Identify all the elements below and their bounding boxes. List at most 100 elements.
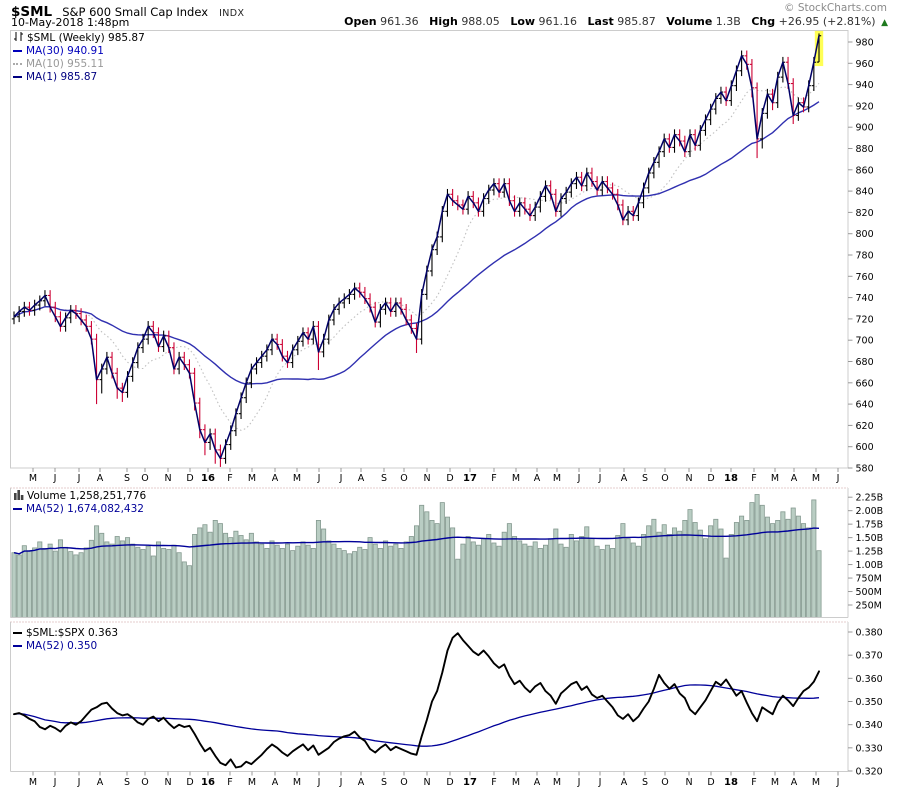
- svg-text:D: D: [707, 777, 714, 788]
- price-legend-ma30-row: MA(30) 940.91: [13, 45, 145, 58]
- svg-text:F: F: [491, 777, 496, 788]
- svg-text:16: 16: [201, 777, 215, 788]
- svg-text:640: 640: [856, 400, 874, 411]
- price-legend-ma1-row: MA(1) 985.87: [13, 71, 145, 84]
- svg-text:18: 18: [724, 473, 738, 484]
- volume-legend-text: Volume 1,258,251,776: [27, 490, 147, 502]
- svg-text:S: S: [381, 473, 387, 484]
- volume-legend-ma: MA(52) 1,674,082,432: [26, 503, 144, 515]
- svg-text:0.370: 0.370: [856, 651, 883, 662]
- volume-ma-row: MA(52) 1,674,082,432: [13, 503, 146, 516]
- svg-text:S: S: [381, 777, 387, 788]
- svg-text:O: O: [661, 473, 668, 484]
- svg-text:960: 960: [856, 59, 874, 70]
- ratio-ma-line-swatch-icon: [13, 645, 22, 647]
- ratio-chart: 0.380 0.370 0.360 0.350 0.340 0.330 0.320 M J J A S…: [10, 621, 883, 788]
- volume-chart: 2.25B 2.00B 1.75B 1.50B 1.25B 1.00B 750M 500M 25…: [10, 487, 884, 618]
- svg-text:840: 840: [856, 187, 874, 198]
- svg-text:F: F: [227, 777, 232, 788]
- svg-text:F: F: [227, 473, 232, 484]
- svg-text:N: N: [164, 777, 171, 788]
- volume-bars-icon: [14, 490, 24, 500]
- svg-text:740: 740: [856, 293, 874, 304]
- symbol-ticker: $SML: [11, 4, 53, 20]
- ratio-line-swatch-icon: [13, 632, 22, 634]
- svg-text:J: J: [577, 777, 581, 788]
- svg-text:S: S: [124, 473, 130, 484]
- change-value: +26.95 (+2.81%): [778, 15, 876, 28]
- svg-text:600: 600: [856, 442, 874, 453]
- svg-text:760: 760: [856, 272, 874, 283]
- svg-text:0.360: 0.360: [856, 674, 883, 685]
- svg-text:2.25B: 2.25B: [856, 493, 884, 504]
- svg-text:S: S: [642, 777, 648, 788]
- svg-text:820: 820: [856, 208, 874, 219]
- svg-text:J: J: [53, 473, 57, 484]
- svg-text:D: D: [446, 473, 453, 484]
- svg-text:620: 620: [856, 421, 874, 432]
- ohlc-bars-icon: [14, 32, 23, 41]
- svg-text:580: 580: [856, 464, 874, 475]
- svg-text:0.340: 0.340: [856, 720, 883, 731]
- svg-text:M: M: [553, 777, 561, 788]
- svg-text:A: A: [358, 777, 365, 788]
- svg-text:M: M: [553, 473, 561, 484]
- ratio-legend-text: $SML:$SPX 0.363: [26, 627, 119, 639]
- svg-text:0.350: 0.350: [856, 697, 883, 708]
- svg-text:D: D: [186, 473, 193, 484]
- svg-text:A: A: [272, 473, 279, 484]
- svg-text:980: 980: [856, 38, 874, 49]
- price-legend-ma10-row: MA(10) 955.11: [13, 58, 145, 71]
- symbol-name: S&P 600 Small Cap Index: [62, 5, 208, 19]
- svg-text:0.380: 0.380: [856, 628, 883, 639]
- svg-text:900: 900: [856, 123, 874, 134]
- svg-text:J: J: [577, 473, 581, 484]
- ratio-legend-ma: MA(52) 0.350: [26, 640, 98, 652]
- svg-text:J: J: [598, 777, 602, 788]
- ratio-legend: $SML:$SPX 0.363 MA(52) 0.350: [13, 627, 118, 653]
- svg-text:780: 780: [856, 251, 874, 262]
- svg-text:J: J: [598, 473, 602, 484]
- svg-text:1.00B: 1.00B: [856, 560, 884, 571]
- svg-text:F: F: [491, 473, 496, 484]
- svg-text:A: A: [621, 473, 628, 484]
- svg-text:1.75B: 1.75B: [856, 520, 884, 531]
- svg-text:A: A: [534, 777, 541, 788]
- svg-text:M: M: [812, 777, 820, 788]
- svg-text:O: O: [661, 777, 668, 788]
- volume-label: Volume: [666, 15, 713, 28]
- low-value: 961.16: [538, 15, 578, 28]
- svg-text:D: D: [707, 473, 714, 484]
- svg-text:J: J: [339, 473, 343, 484]
- svg-text:O: O: [400, 777, 407, 788]
- svg-text:2.00B: 2.00B: [856, 506, 884, 517]
- open-value: 961.36: [380, 15, 419, 28]
- svg-text:250M: 250M: [856, 601, 882, 612]
- price-legend-ma30: MA(30) 940.91: [26, 45, 104, 57]
- chart-header: $SML S&P 600 Small Cap Index INDX: [11, 1, 244, 20]
- svg-text:N: N: [685, 473, 692, 484]
- svg-text:A: A: [534, 473, 541, 484]
- svg-text:680: 680: [856, 357, 874, 368]
- price-legend-ma10: MA(10) 955.11: [26, 58, 104, 70]
- ma30-line-swatch-icon: [13, 50, 22, 52]
- svg-text:17: 17: [463, 777, 477, 788]
- svg-text:16: 16: [201, 473, 215, 484]
- svg-text:N: N: [685, 777, 692, 788]
- svg-text:A: A: [621, 777, 628, 788]
- ratio-legend-row: $SML:$SPX 0.363: [13, 627, 118, 640]
- stockcharts-copyright: © StockCharts.com: [784, 2, 887, 14]
- svg-text:M: M: [812, 473, 820, 484]
- svg-text:720: 720: [856, 314, 874, 325]
- volume-value: 1.3B: [715, 15, 741, 28]
- svg-text:M: M: [293, 777, 301, 788]
- svg-text:J: J: [317, 473, 321, 484]
- volume-legend: Volume 1,258,251,776 MA(52) 1,674,082,43…: [13, 489, 146, 516]
- ma1-line-swatch-icon: [13, 76, 22, 78]
- svg-text:940: 940: [856, 80, 874, 91]
- svg-text:D: D: [446, 777, 453, 788]
- svg-text:920: 920: [856, 101, 874, 112]
- svg-text:660: 660: [856, 378, 874, 389]
- svg-text:M: M: [771, 777, 779, 788]
